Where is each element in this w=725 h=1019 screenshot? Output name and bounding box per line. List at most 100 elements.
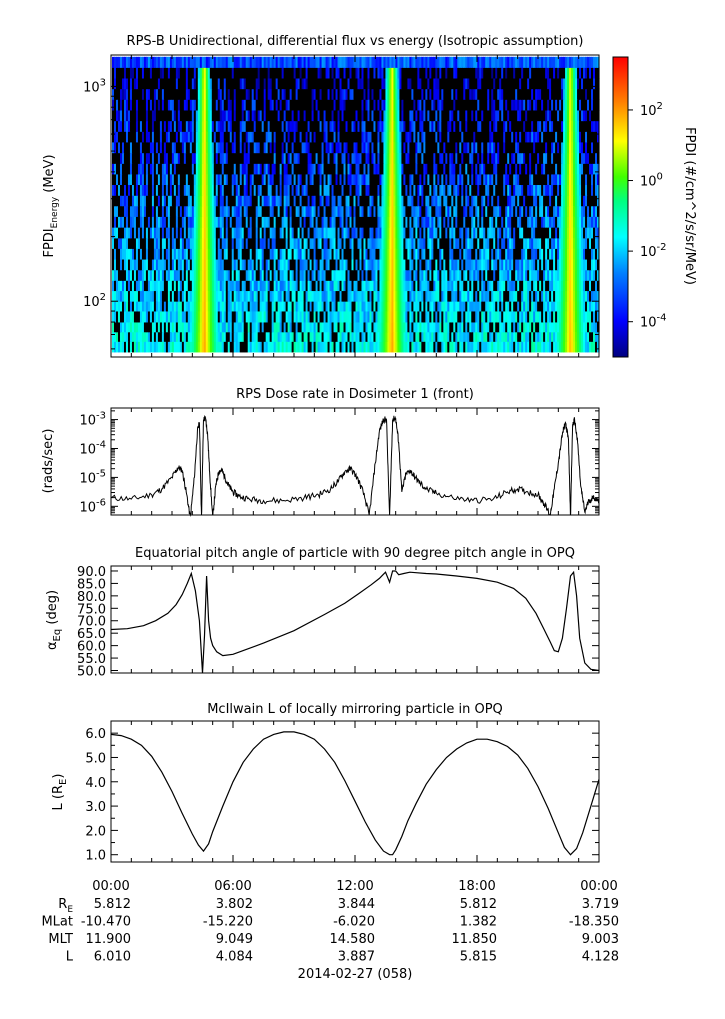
spectrogram-cell: [339, 322, 343, 333]
spectrogram-cell: [207, 269, 211, 281]
spectrogram-cell: [173, 259, 177, 271]
spectrogram-cell: [493, 248, 496, 260]
spectrogram-cell: [239, 341, 243, 353]
spectrogram-cell: [239, 269, 243, 281]
spectrogram-cell: [365, 184, 369, 196]
spectrogram-cell: [283, 163, 287, 175]
spectrogram-cell: [163, 341, 167, 353]
spectrogram-cell: [127, 205, 131, 217]
spectrogram-cell: [427, 322, 430, 333]
spectrogram-cell: [293, 280, 297, 292]
spectrogram-cell: [505, 216, 508, 228]
spectrogram-cell: [351, 142, 355, 154]
spectrogram-cell: [503, 248, 506, 260]
spectrogram-cell: [459, 142, 462, 154]
spectrogram-cell: [351, 205, 355, 217]
spectrogram-cell: [401, 322, 405, 333]
spectrogram-cell: [265, 205, 269, 217]
spectrogram-cell: [289, 174, 293, 186]
spectrogram-cell: [143, 237, 147, 249]
spectrogram-cell: [303, 269, 307, 281]
spectrogram-cell: [243, 331, 247, 342]
spectrogram-cell: [283, 331, 287, 342]
spectrogram-cell: [391, 259, 395, 271]
spectrogram-cell: [263, 195, 267, 207]
spectrogram-cell: [315, 184, 319, 196]
spectrogram-cell: [351, 237, 355, 249]
spectrogram-cell: [423, 331, 426, 342]
spectrogram-cell: [159, 301, 163, 312]
spectrogram-cell: [191, 163, 195, 175]
spectrogram-cell: [357, 227, 361, 239]
spectrogram-cell: [405, 301, 408, 312]
spectrogram-cell: [193, 237, 197, 249]
spectrogram-cell: [319, 195, 323, 207]
spectrogram-cell: [269, 174, 273, 186]
spectrogram-cell: [485, 280, 488, 292]
spectrogram-cell: [251, 142, 255, 154]
spectrogram-cell: [381, 331, 385, 342]
spectrogram-cell: [389, 248, 393, 260]
spectrogram-cell: [165, 142, 169, 154]
spectrogram-cell: [285, 248, 289, 260]
spectrogram-cell: [185, 269, 189, 281]
spectrogram-cell: [465, 341, 468, 353]
spectrogram-cell: [513, 184, 516, 196]
spectrogram-cell: [585, 331, 588, 342]
spectrogram-cell: [449, 248, 452, 260]
spectrogram-cell: [505, 195, 508, 207]
spectrogram-cell: [125, 205, 129, 217]
spectrogram-cell: [555, 163, 558, 175]
spectrogram-cell: [165, 341, 169, 353]
spectrogram-cell: [112, 163, 115, 175]
spectrogram-cell: [247, 341, 251, 353]
spectrogram-cell: [325, 269, 329, 281]
spectrogram-cell: [579, 227, 582, 239]
spectrogram-cell: [315, 237, 319, 249]
spectrogram-cell: [343, 311, 347, 323]
spectrogram-cell: [541, 216, 544, 228]
spectrogram-cell: [591, 322, 594, 333]
spectrogram-cell: [112, 152, 115, 164]
spectrogram-cell: [257, 184, 261, 196]
spectrogram-cell: [397, 216, 401, 228]
spectrogram-cell: [425, 311, 428, 323]
spectrogram-cell: [115, 131, 119, 143]
spectrogram-cell: [313, 152, 317, 164]
spectrogram-cell: [595, 195, 598, 207]
spectrogram-cell: [495, 290, 498, 302]
spectrogram-cell: [431, 341, 434, 353]
spectrogram-cell: [359, 227, 363, 239]
spectrogram-cell: [485, 301, 488, 312]
spectrogram-cell: [551, 205, 554, 217]
spectrogram-cell: [183, 280, 187, 292]
spectrogram-cell: [415, 216, 418, 228]
spectrogram-cell: [151, 131, 155, 143]
spectrogram-cell: [569, 174, 572, 186]
spectrogram-cell: [249, 131, 253, 143]
spectrogram-cell: [583, 184, 586, 196]
spectrogram-cell: [541, 290, 544, 302]
spectrogram-cell: [587, 301, 590, 312]
spectrogram-cell: [217, 269, 221, 281]
spectrogram-cell: [569, 301, 572, 312]
spectrogram-cell: [171, 311, 175, 323]
spectrogram-cell: [253, 152, 257, 164]
spectrogram-cell: [239, 131, 243, 143]
spectrogram-cell: [201, 311, 205, 323]
spectrogram-cell: [189, 174, 193, 186]
spectrogram-cell: [481, 195, 484, 207]
spectrogram-cell: [591, 237, 594, 249]
spectrogram-cell: [473, 205, 476, 217]
spectrogram-cell: [217, 227, 221, 239]
spectrogram-cell: [161, 216, 165, 228]
spectrogram-cell: [541, 301, 544, 312]
spectrogram-cell: [293, 331, 297, 342]
spectrogram-cell: [383, 216, 387, 228]
spectrogram-cell: [473, 237, 476, 249]
spectrogram-cell: [287, 227, 291, 239]
spectrogram-cell: [487, 216, 490, 228]
spectrogram-cell: [363, 163, 367, 175]
spectrogram-cell: [449, 280, 452, 292]
spectrogram-cell: [229, 322, 233, 333]
